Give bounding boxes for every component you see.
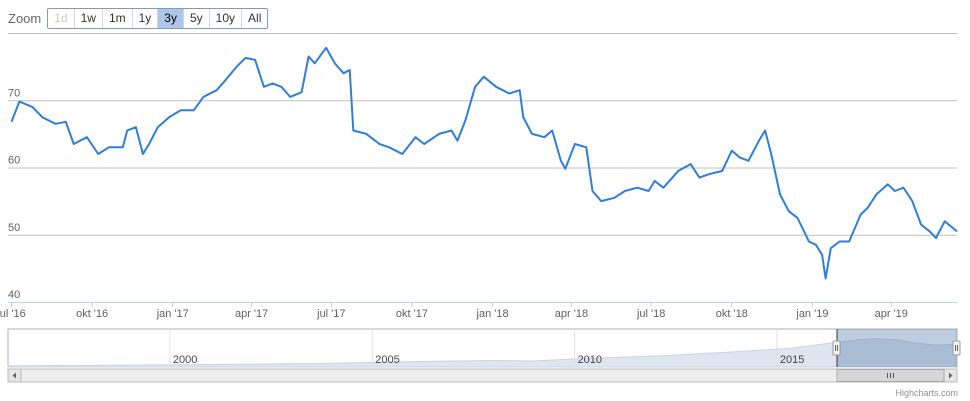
y-tick-label: 40 — [8, 289, 20, 301]
handle-body — [952, 340, 961, 356]
main-series — [10, 46, 958, 280]
y-axis-labels: 40 50 60 70 — [8, 87, 20, 301]
navigator-handle-left[interactable] — [832, 340, 841, 356]
x-tick-label: jul '17 — [316, 308, 345, 320]
scrollbar — [7, 368, 958, 383]
arrow-right-icon — [949, 372, 953, 379]
x-tick-label: jan '18 — [476, 308, 509, 320]
navigator-year-label: 2015 — [780, 354, 804, 366]
credits-link[interactable]: Highcharts.com — [895, 388, 958, 398]
scrollbar-track — [7, 368, 958, 383]
x-tick-label: apr '17 — [235, 308, 268, 320]
arrow-left-icon — [12, 372, 16, 379]
x-tick-label: jul '18 — [636, 308, 665, 320]
y-tick-label: 50 — [8, 222, 20, 234]
navigator-year-label: 2010 — [578, 354, 602, 366]
zoom-button-1y[interactable]: 1y — [132, 8, 159, 28]
zoom-button-1m[interactable]: 1m — [102, 8, 133, 28]
x-tick-label: jan '17 — [156, 308, 189, 320]
zoom-button-1w[interactable]: 1w — [74, 8, 103, 28]
x-tick-label: apr '18 — [555, 308, 588, 320]
x-tick-label: okt '16 — [76, 308, 108, 320]
zoom-button-10y[interactable]: 10y — [209, 8, 243, 28]
x-tick-label: jul '16 — [0, 308, 26, 320]
x-axis-labels: jul '16 okt '16 jan '17 apr '17 jul '17 okt '… — [0, 302, 908, 320]
y-tick-label: 70 — [8, 87, 20, 99]
navigator-mask — [837, 329, 957, 367]
x-tick-label: okt '18 — [716, 308, 748, 320]
zoom-button-3y[interactable]: 3y — [158, 8, 184, 28]
zoom-label: Zoom — [8, 10, 42, 26]
navigator-year-label: 2005 — [375, 354, 399, 366]
range-selector: Zoom 1d 1w 1m 1y 3y 5y 10y All — [8, 7, 269, 29]
navigator: 2000 2005 2010 2015 — [7, 328, 961, 368]
navigator-handle-right[interactable] — [952, 340, 961, 356]
zoom-button-1d: 1d — [48, 8, 75, 28]
zoom-button-group: 1d 1w 1m 1y 3y 5y 10y All — [47, 7, 269, 29]
navigator-year-label: 2000 — [173, 354, 197, 366]
y-tick-label: 60 — [8, 155, 20, 167]
main-grid — [8, 33, 957, 303]
price-line — [10, 46, 958, 280]
x-tick-label: apr '19 — [875, 308, 908, 320]
handle-body — [832, 340, 841, 356]
x-tick-label: okt '17 — [396, 308, 428, 320]
zoom-button-all[interactable]: All — [242, 8, 268, 28]
zoom-button-5y[interactable]: 5y — [183, 8, 210, 28]
navigator-area — [7, 338, 956, 368]
x-tick-label: jan '19 — [795, 308, 828, 320]
